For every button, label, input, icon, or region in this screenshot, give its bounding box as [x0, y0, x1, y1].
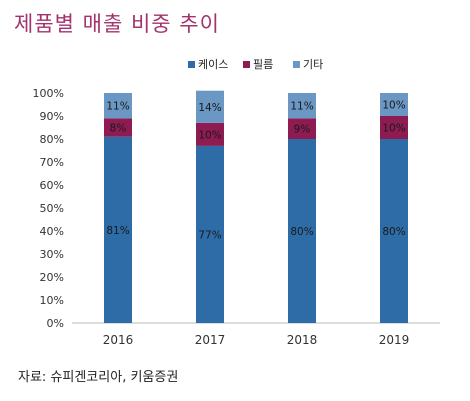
bar-기타-2017 — [196, 90, 224, 123]
data-label: 81% — [106, 225, 129, 237]
x-tick-label: 2018 — [287, 333, 318, 347]
bar-필름-2017 — [196, 122, 224, 146]
y-tick-label: 30% — [40, 248, 64, 261]
legend-swatch-기타 — [293, 61, 300, 68]
y-tick-label: 70% — [40, 156, 64, 169]
chart-title: 제품별 매출 비중 추이 — [14, 12, 220, 36]
bar-케이스-2018 — [288, 139, 316, 323]
legend-swatch-필름 — [243, 61, 250, 68]
data-label: 77% — [198, 229, 221, 241]
data-label: 14% — [198, 102, 221, 114]
source-note: 자료: 슈피겐코리아, 키움증권 — [18, 370, 179, 385]
data-label: 80% — [382, 226, 405, 238]
y-tick-label: 100% — [33, 87, 64, 100]
y-tick-label: 10% — [40, 294, 64, 307]
x-tick-label: 2019 — [379, 333, 410, 347]
x-tick-label: 2016 — [103, 333, 134, 347]
y-tick-label: 60% — [40, 179, 64, 192]
bar-필름-2019 — [380, 116, 408, 139]
y-tick-label: 90% — [40, 110, 64, 123]
data-label: 10% — [382, 100, 405, 112]
data-label: 9% — [294, 124, 311, 136]
bar-기타-2019 — [380, 93, 408, 116]
bar-기타-2018 — [288, 93, 316, 119]
stacked-bar-chart: 케이스 필름 기타 0% 10% 20% 30% 40% 50% 60% 70% 80% 90% 100%… — [33, 58, 440, 347]
bar-케이스-2017 — [196, 145, 224, 323]
data-label: 80% — [290, 226, 313, 238]
bar-케이스-2019 — [380, 139, 408, 323]
y-tick-label: 50% — [40, 202, 64, 215]
y-tick-label: 0% — [47, 317, 64, 330]
data-label: 8% — [110, 123, 127, 135]
legend-label: 필름 — [253, 58, 273, 71]
bar-기타-2016 — [104, 93, 132, 119]
bar-필름-2018 — [288, 118, 316, 139]
y-tick-label: 80% — [40, 133, 64, 146]
legend-swatch-케이스 — [188, 61, 195, 68]
bar-필름-2016 — [104, 118, 132, 137]
x-tick-label: 2017 — [195, 333, 226, 347]
y-tick-label: 40% — [40, 225, 64, 238]
bar-케이스-2016 — [104, 136, 132, 323]
data-label: 10% — [382, 123, 405, 135]
data-label: 11% — [290, 101, 313, 113]
y-tick-label: 20% — [40, 271, 64, 284]
data-label: 11% — [106, 101, 129, 113]
legend-label: 기타 — [303, 58, 323, 71]
legend-label: 케이스 — [198, 58, 228, 71]
data-label: 10% — [198, 129, 221, 141]
